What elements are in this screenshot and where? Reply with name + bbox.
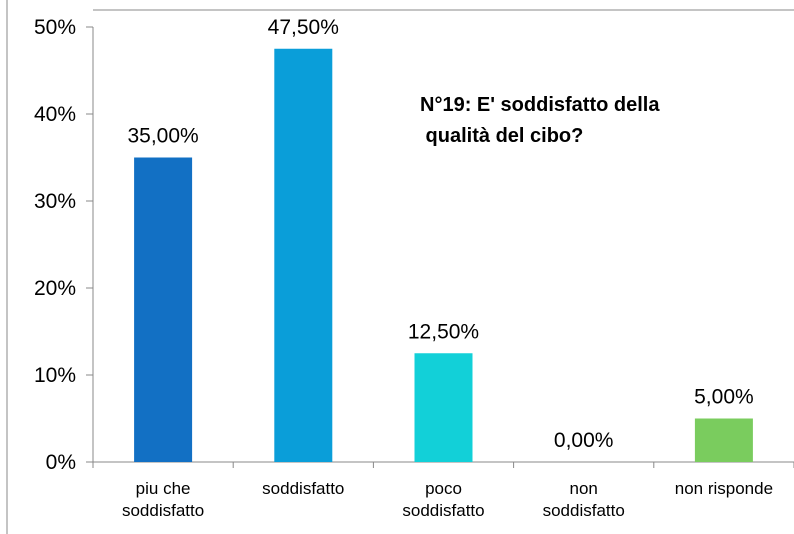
category-label: non risponde	[675, 479, 773, 498]
category-label-line: soddisfatto	[122, 501, 204, 520]
data-labels: 35,00% 47,50% 12,50% 0,00% 5,00%	[127, 16, 753, 452]
category-label-line: poco	[425, 479, 462, 498]
category-label-line: soddisfatto	[262, 479, 344, 498]
data-label: 5,00%	[694, 386, 754, 409]
category-label: soddisfatto	[262, 479, 344, 498]
y-tick-label: 20%	[34, 277, 76, 300]
category-label-line: piu che	[136, 479, 191, 498]
category-labels: piu che soddisfatto soddisfatto poco soddisf…	[122, 479, 773, 520]
chart-title-line-2: qualità del cibo?	[420, 125, 583, 147]
chart-title-line-1: N°19: E' soddisfatto della	[420, 94, 660, 116]
data-label: 0,00%	[554, 429, 614, 452]
data-label: 12,50%	[408, 320, 479, 343]
category-label: piu che soddisfatto	[122, 479, 204, 520]
bar	[694, 418, 753, 462]
bar	[414, 353, 473, 462]
category-label: non soddisfatto	[543, 479, 625, 520]
bar	[274, 48, 333, 462]
category-label-line: non	[570, 479, 598, 498]
bars	[134, 48, 753, 462]
category-label-line: soddisfatto	[402, 501, 484, 520]
data-label: 35,00%	[127, 125, 198, 148]
bar	[134, 157, 193, 462]
category-label-line: non risponde	[675, 479, 773, 498]
y-tick-label: 0%	[46, 451, 76, 474]
y-tick-label: 50%	[34, 16, 76, 39]
y-tick-label: 30%	[34, 190, 76, 213]
y-tick-label: 10%	[34, 364, 76, 387]
y-tick-label: 40%	[34, 103, 76, 126]
category-label-line: soddisfatto	[543, 501, 625, 520]
chart-title: N°19: E' soddisfatto della qualità del c…	[420, 94, 665, 147]
y-axis-ticks: 0% 10% 20% 30% 40% 50%	[34, 16, 794, 474]
data-label: 47,50%	[268, 16, 339, 39]
category-label: poco soddisfatto	[402, 479, 484, 520]
